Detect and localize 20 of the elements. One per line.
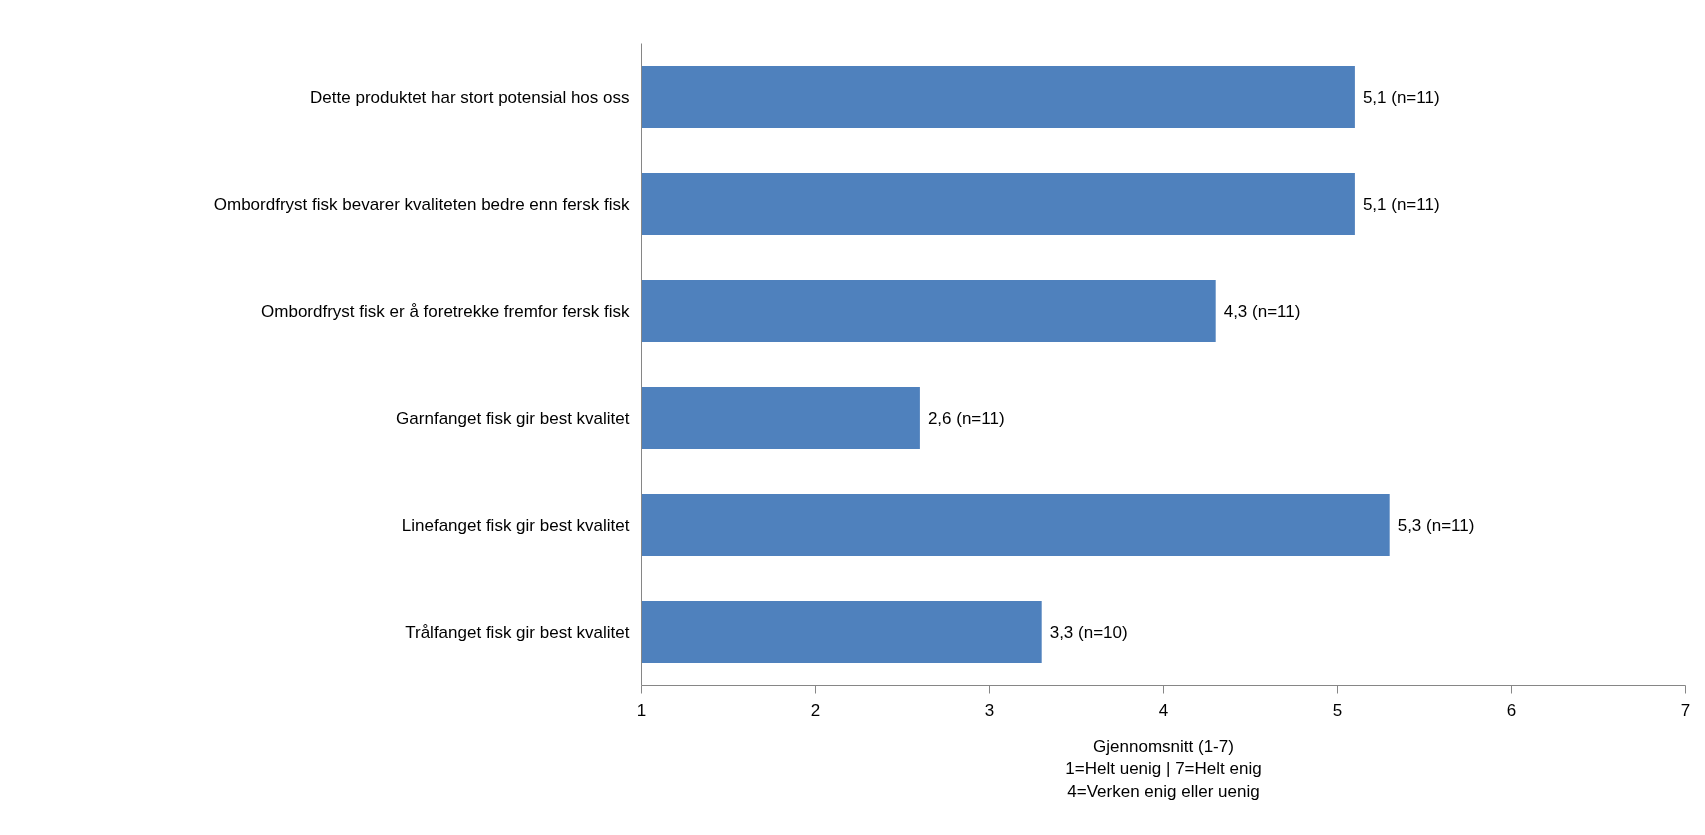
data-label: 5,1 (n=11) — [1362, 87, 1440, 107]
x-tick-label: 2 — [810, 700, 821, 720]
x-tick-label: 4 — [1158, 700, 1169, 720]
y-tick-label: Trålfanget fisk gir best kvalitet — [405, 622, 630, 642]
data-label: 4,3 (n=11) — [1223, 301, 1301, 321]
y-tick-label: Ombordfryst fisk bevarer kvaliteten bedre enn fersk fisk — [213, 194, 630, 214]
x-tick-label: 5 — [1332, 700, 1343, 720]
y-tick-label: Linefanget fisk gir best kvalitet — [401, 515, 630, 535]
x-tick-label: 3 — [984, 700, 995, 720]
data-label: 2,6 (n=11) — [927, 408, 1005, 428]
y-tick-label: Dette produktet har stort potensial hos oss — [310, 87, 630, 107]
x-axis-title: Gjennomsnitt (1-7) 1=Helt uenig | 7=Helt enig 4=Verken enig eller uenig — [1065, 736, 1262, 802]
x-tick-label: 7 — [1680, 700, 1691, 720]
x-tick-label: 1 — [636, 700, 647, 720]
y-tick-label: Ombordfryst fisk er å foretrekke fremfor fersk fisk — [261, 301, 630, 321]
y-tick-label: Garnfanget fisk gir best kvalitet — [396, 408, 630, 428]
data-label: 5,3 (n=11) — [1397, 515, 1475, 535]
data-label: 5,1 (n=11) — [1362, 194, 1440, 214]
data-label: 3,3 (n=10) — [1049, 622, 1128, 642]
x-tick-label: 6 — [1506, 700, 1517, 720]
